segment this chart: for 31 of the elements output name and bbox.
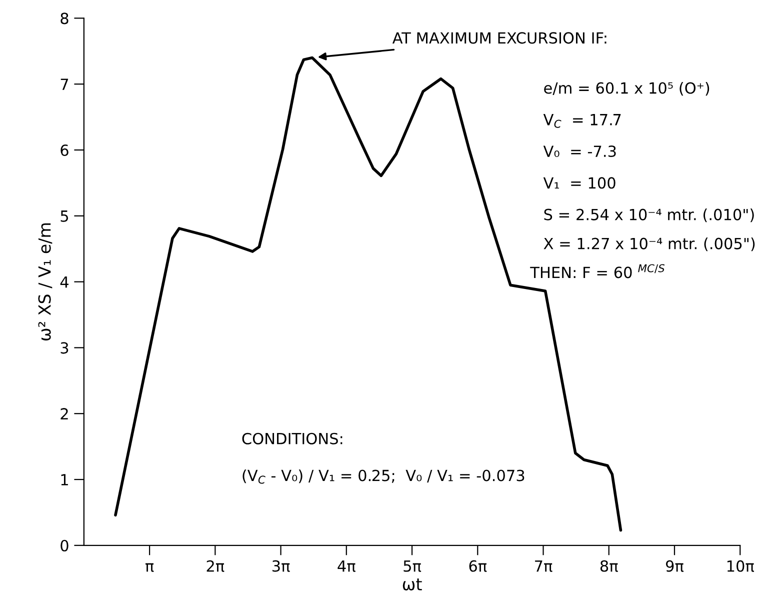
y-axis-title: ω² XS / V₁ e/m xyxy=(38,223,52,341)
x-tick-label: 2π xyxy=(206,560,224,572)
annotation: e/m = 60.1 x 10⁵ (O⁺) xyxy=(544,82,710,96)
x-tick-label: 8π xyxy=(600,560,618,572)
annotation: THEN: F = 60 $^{MC/S}$ xyxy=(530,264,665,278)
x-tick-label: 5π xyxy=(404,560,422,572)
x-tick-label: 9π xyxy=(666,560,684,572)
y-tick-label: 3 xyxy=(60,342,68,354)
annotation: X = 1.27 x 10⁻⁴ mtr. (.005") xyxy=(544,238,755,252)
x-tick-label: 3π xyxy=(272,560,290,572)
x-tick-label: 4π xyxy=(338,560,356,572)
annotation: S = 2.54 x 10⁻⁴ mtr. (.010") xyxy=(544,208,754,222)
x-tick-label: π xyxy=(146,563,154,572)
x-tick-label: 10π xyxy=(727,560,754,572)
y-tick-label: 5 xyxy=(60,210,68,222)
x-tick-label: 6π xyxy=(469,560,487,572)
y-tick-label: 4 xyxy=(60,276,68,288)
y-tick-label: 7 xyxy=(60,78,68,90)
x-axis-title: ωt xyxy=(402,578,422,590)
y-tick-label: 8 xyxy=(60,12,68,24)
annotation: V$_{C}$ = 17.7 xyxy=(543,114,621,128)
annotation: CONDITIONS: xyxy=(242,432,342,444)
y-tick-label: 6 xyxy=(60,144,68,156)
y-tick-label: 0 xyxy=(60,540,68,552)
y-tick-label: 1 xyxy=(61,474,68,486)
y-tick-label: 2 xyxy=(60,408,68,420)
x-tick-label: 7π xyxy=(535,560,552,572)
annotation: AT MAXIMUM EXCURSION IF: xyxy=(392,32,606,44)
annotation: (V$_{C}$ - V₀) / V₁ = 0.25; V₀ / V₁ = -0.073 xyxy=(242,469,524,484)
annotation: V₀ = -7.3 xyxy=(543,146,616,158)
annotation: V₁ = 100 xyxy=(543,177,616,189)
